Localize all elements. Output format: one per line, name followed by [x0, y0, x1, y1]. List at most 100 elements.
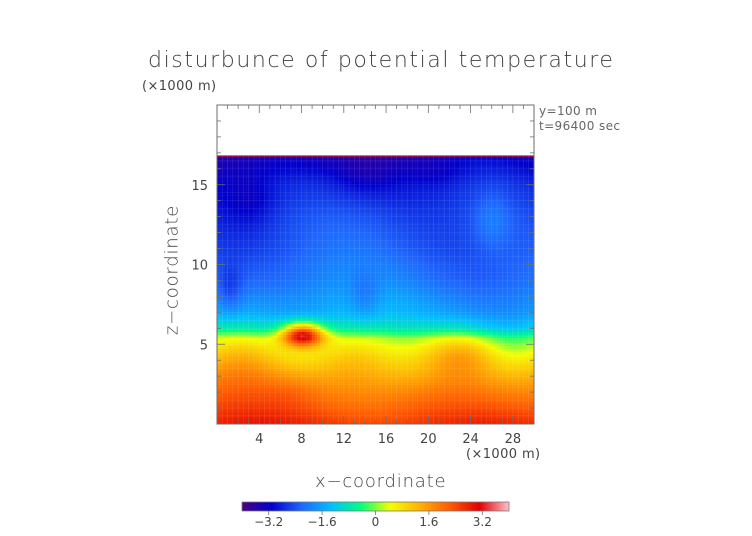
heatmap-cell — [302, 243, 305, 246]
heatmap-cell — [323, 396, 326, 399]
heatmap-cell — [349, 243, 352, 246]
heatmap-cell — [259, 201, 262, 204]
heatmap-cell — [270, 371, 273, 374]
heatmap-cell — [286, 363, 289, 366]
heatmap-cell — [275, 346, 278, 349]
heatmap-cell — [238, 273, 241, 276]
heatmap-cell — [344, 329, 347, 332]
heatmap-cell — [270, 270, 273, 273]
heatmap-cell — [259, 234, 262, 237]
heatmap-cell — [275, 243, 278, 246]
heatmap-cell — [344, 298, 347, 301]
heatmap-cell — [265, 209, 268, 212]
heatmap-cell — [312, 159, 315, 162]
heatmap-cell — [323, 321, 326, 324]
heatmap-cell — [344, 413, 347, 416]
heatmap-cell — [323, 240, 326, 243]
heatmap-cell — [339, 282, 342, 285]
heatmap-cell — [270, 245, 273, 248]
heatmap-cell — [307, 282, 310, 285]
heatmap-cell — [317, 312, 320, 315]
heatmap-cell — [307, 340, 310, 343]
heatmap-cell — [344, 379, 347, 382]
heatmap-cell — [286, 201, 289, 204]
heatmap-cell — [280, 234, 283, 237]
heatmap-cell — [222, 368, 225, 371]
heatmap-cell — [222, 231, 225, 234]
heatmap-cell — [228, 357, 231, 360]
heatmap-cell — [286, 265, 289, 268]
heatmap-cell — [275, 276, 278, 279]
heatmap-cell — [249, 413, 252, 416]
chart-annotation: y=100 m t=96400 sec — [539, 104, 620, 134]
heatmap-cell — [265, 413, 268, 416]
heatmap-cell — [249, 170, 252, 173]
heatmap-cell — [323, 276, 326, 279]
heatmap-cell — [312, 282, 315, 285]
heatmap-cell — [270, 402, 273, 405]
heatmap-cell — [275, 234, 278, 237]
heatmap-cell — [328, 337, 331, 340]
heatmap-cell — [275, 231, 278, 234]
heatmap-cell — [317, 173, 320, 176]
heatmap-cell — [222, 312, 225, 315]
heatmap-cell — [265, 382, 268, 385]
heatmap-cell — [280, 418, 283, 421]
heatmap-cell — [280, 307, 283, 310]
heatmap-cell — [259, 265, 262, 268]
heatmap-cell — [265, 379, 268, 382]
heatmap-cell — [333, 181, 336, 184]
heatmap-cell — [222, 215, 225, 218]
heatmap-cell — [302, 273, 305, 276]
heatmap-cell — [259, 268, 262, 271]
heatmap-cell — [349, 184, 352, 187]
heatmap-cell — [339, 382, 342, 385]
heatmap-cell — [222, 337, 225, 340]
heatmap-cell — [349, 220, 352, 223]
heatmap-cell — [339, 159, 342, 162]
heatmap-cell — [317, 282, 320, 285]
heatmap-cell — [254, 184, 257, 187]
heatmap-cell — [238, 287, 241, 290]
heatmap-cell — [302, 162, 305, 165]
heatmap-cell — [259, 407, 262, 410]
heatmap-cell — [259, 240, 262, 243]
heatmap-cell — [265, 240, 268, 243]
heatmap-cell — [243, 382, 246, 385]
heatmap-cell — [270, 268, 273, 271]
heatmap-cell — [333, 270, 336, 273]
heatmap-cell — [275, 184, 278, 187]
heatmap-cell — [275, 385, 278, 388]
heatmap-cell — [323, 413, 326, 416]
heatmap-cell — [317, 332, 320, 335]
heatmap-cell — [307, 293, 310, 296]
heatmap-cell — [307, 410, 310, 413]
heatmap-cell — [270, 164, 273, 167]
heatmap-cell — [344, 407, 347, 410]
heatmap-cell — [291, 231, 294, 234]
heatmap-cell — [286, 337, 289, 340]
heatmap-cell — [344, 385, 347, 388]
heatmap-cell — [339, 229, 342, 232]
heatmap-cell — [270, 173, 273, 176]
heatmap-cell — [254, 315, 257, 318]
heatmap-cell — [265, 399, 268, 402]
heatmap-cell — [296, 282, 299, 285]
heatmap-cell — [270, 377, 273, 380]
heatmap-cell — [238, 282, 241, 285]
heatmap-cell — [349, 265, 352, 268]
heatmap-cell — [280, 215, 283, 218]
heatmap-cell — [228, 220, 231, 223]
heatmap-cell — [307, 379, 310, 382]
heatmap-cell — [275, 209, 278, 212]
heatmap-cell — [233, 162, 236, 165]
heatmap-cell — [333, 296, 336, 299]
heatmap-cell — [286, 346, 289, 349]
heatmap-cell — [233, 326, 236, 329]
heatmap-cell — [238, 215, 241, 218]
heatmap-cell — [333, 245, 336, 248]
heatmap-cell — [286, 195, 289, 198]
heatmap-cell — [307, 357, 310, 360]
heatmap-cell — [254, 298, 257, 301]
heatmap-cell — [249, 301, 252, 304]
